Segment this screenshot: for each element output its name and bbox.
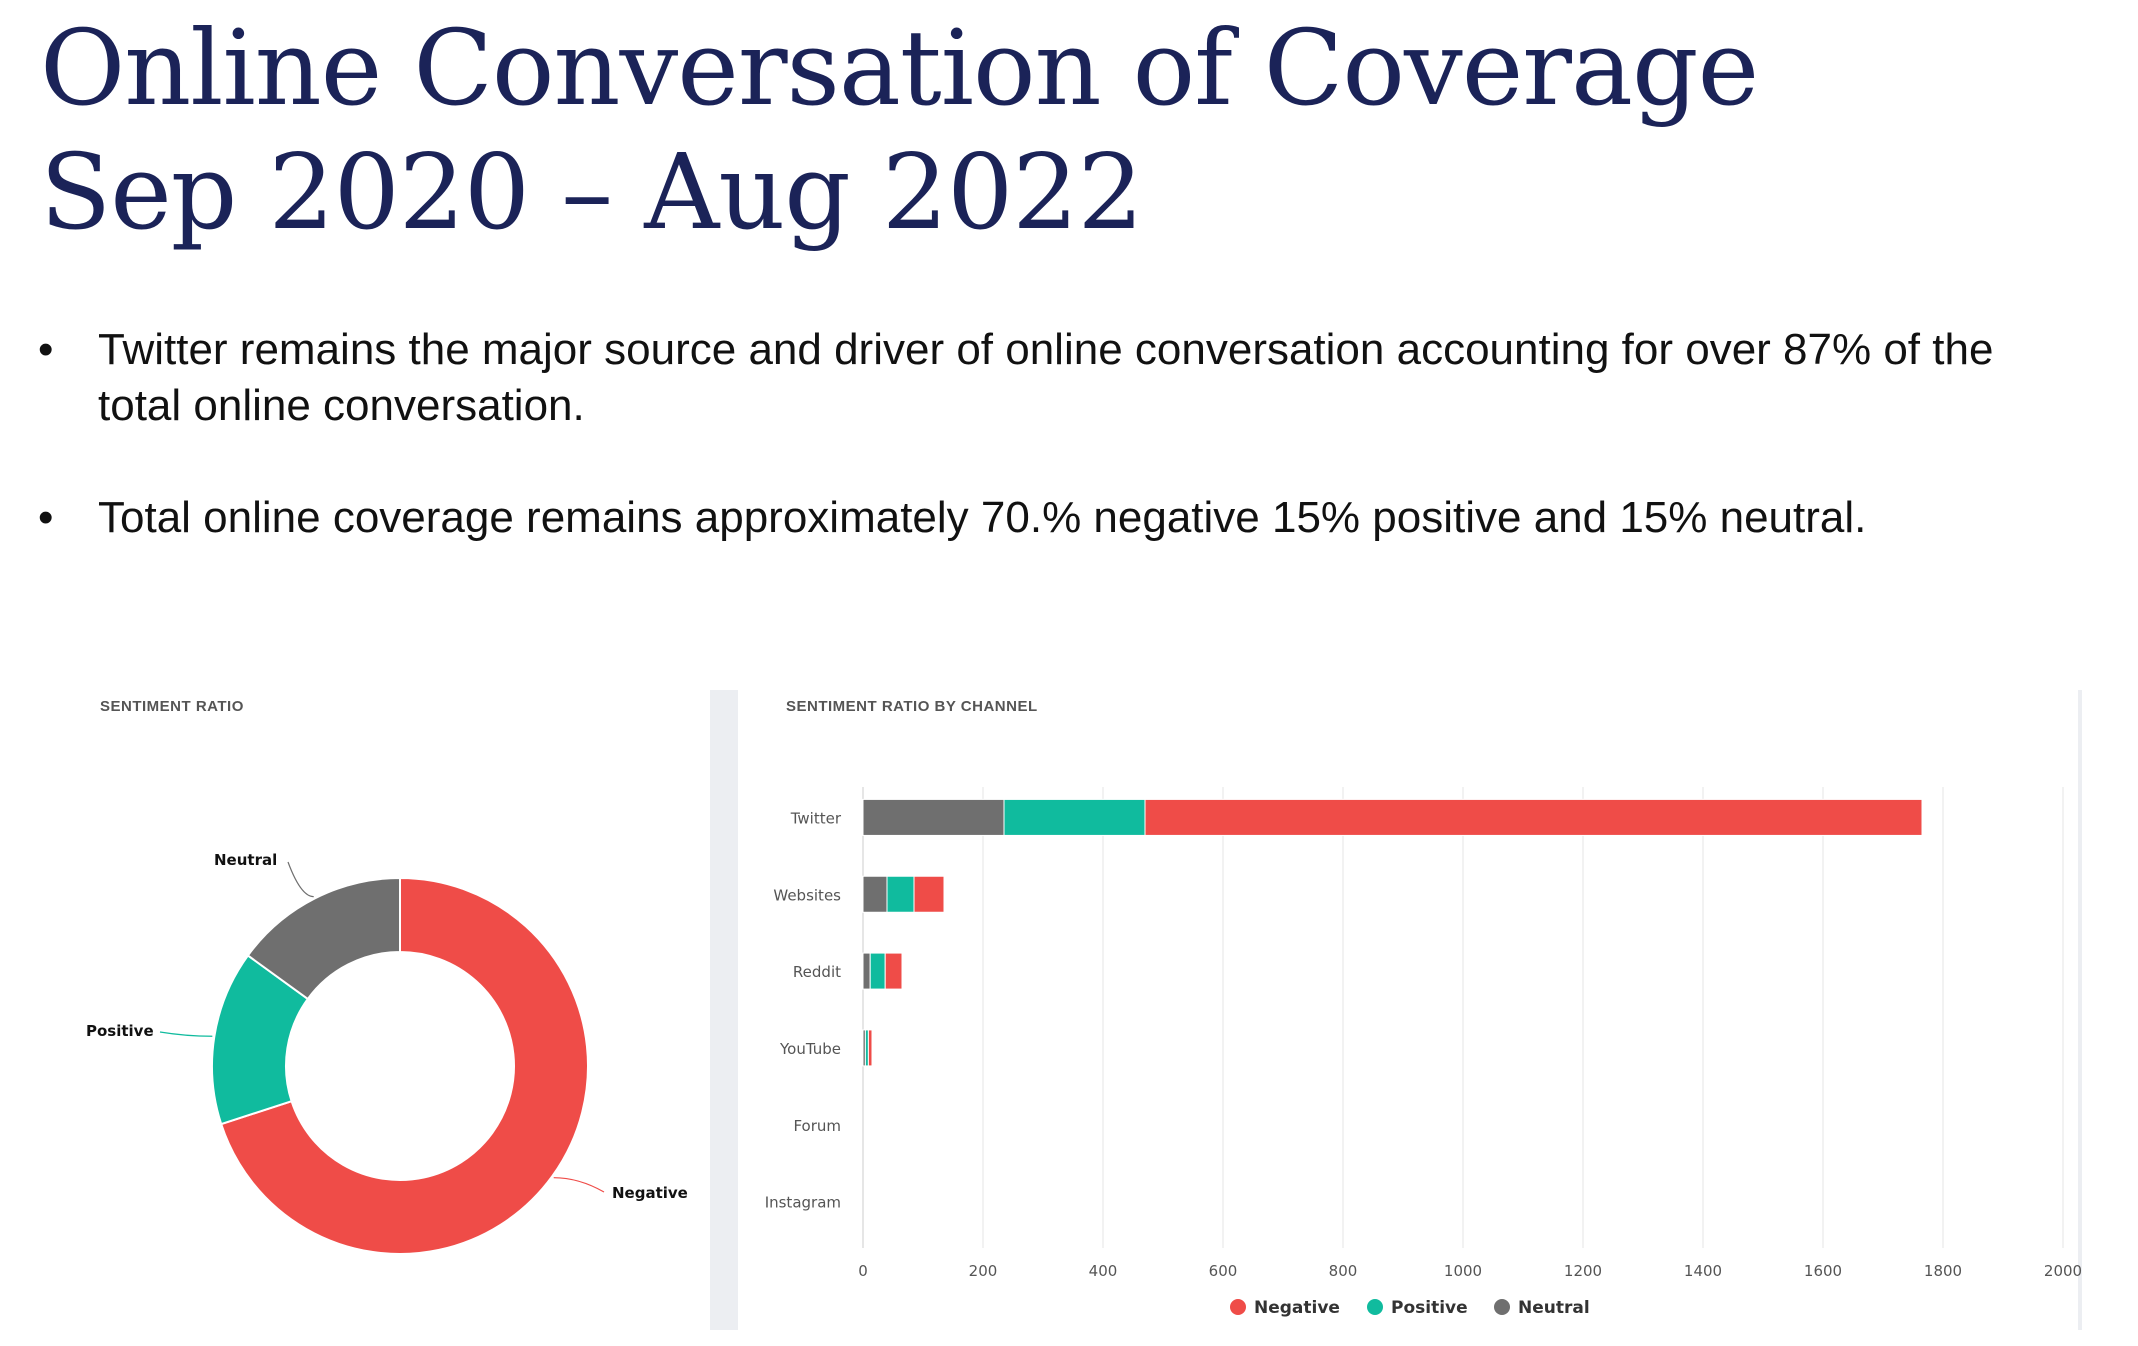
bar-twitter-positive (1003, 798, 1146, 836)
page-title: Online Conversation of Coverage Sep 2020… (40, 6, 1759, 254)
bar-twitter-neutral (862, 798, 1005, 836)
title-line-1: Online Conversation of Coverage (40, 7, 1759, 129)
x-tick-label: 600 (1209, 1262, 1238, 1280)
x-tick-label: 1400 (1684, 1262, 1722, 1280)
bar-youtube-negative (867, 1029, 873, 1067)
bar-websites-neutral (862, 875, 888, 913)
bullet-marker: • (38, 493, 54, 542)
category-label: YouTube (779, 1040, 841, 1058)
bar-reddit-positive (869, 952, 886, 990)
bullet-marker: • (38, 325, 54, 374)
legend-marker-neutral (1494, 1299, 1510, 1315)
x-tick-label: 1200 (1564, 1262, 1602, 1280)
donut-leader-positive (159, 1031, 213, 1037)
legend-label-negative: Negative (1254, 1298, 1340, 1318)
donut-chart-title: SENTIMENT RATIO (100, 698, 244, 715)
category-label: Instagram (765, 1194, 841, 1212)
bar-reddit-neutral (862, 952, 871, 990)
bar-websites-negative (913, 875, 945, 913)
legend-label-positive: Positive (1391, 1298, 1468, 1318)
donut-slice-neutral (246, 876, 401, 1001)
donut-label-negative: Negative (612, 1184, 688, 1202)
bar-reddit-negative (884, 952, 903, 990)
donut-label-positive: Positive (86, 1022, 154, 1040)
donut-label-neutral: Neutral (214, 851, 277, 869)
bar-chart-title: SENTIMENT RATIO BY CHANNEL (786, 698, 1038, 715)
category-label: Twitter (790, 809, 842, 827)
bullet-item: • Twitter remains the major source and d… (38, 322, 1998, 434)
bullet-list: • Twitter remains the major source and d… (38, 322, 1998, 602)
category-label: Forum (793, 1117, 841, 1135)
bullet-text: Twitter remains the major source and dri… (98, 325, 1994, 430)
x-tick-label: 2000 (2044, 1262, 2082, 1280)
panel-divider (710, 690, 738, 1330)
donut-leader-negative (553, 1177, 605, 1193)
bar-websites-positive (886, 875, 915, 913)
x-tick-label: 1800 (1924, 1262, 1962, 1280)
x-tick-label: 800 (1329, 1262, 1358, 1280)
donut-slice-negative (219, 876, 589, 1255)
bar-twitter-negative (1144, 798, 1923, 836)
legend-label-neutral: Neutral (1518, 1298, 1590, 1318)
legend-marker-negative (1230, 1299, 1246, 1315)
x-tick-label: 0 (858, 1262, 868, 1280)
category-label: Reddit (793, 963, 841, 981)
bullet-item: • Total online coverage remains approxim… (38, 490, 1998, 546)
panel-edge (2078, 690, 2082, 1330)
x-tick-label: 1600 (1804, 1262, 1842, 1280)
legend-marker-positive (1367, 1299, 1383, 1315)
x-tick-label: 200 (969, 1262, 998, 1280)
category-label: Websites (773, 886, 841, 904)
x-tick-label: 400 (1089, 1262, 1118, 1280)
title-line-2: Sep 2020 – Aug 2022 (40, 131, 1144, 253)
bullet-text: Total online coverage remains approximat… (98, 493, 1867, 542)
x-tick-label: 1000 (1444, 1262, 1482, 1280)
donut-leader-neutral (287, 861, 314, 898)
